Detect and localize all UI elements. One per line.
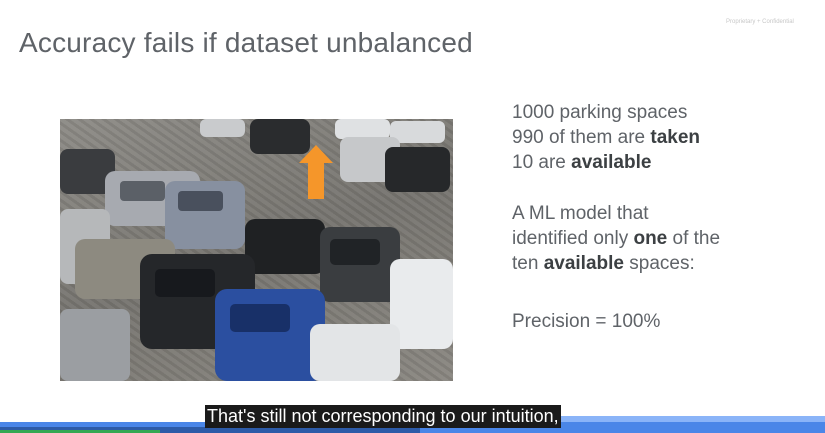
video-caption: That's still not corresponding to our in… — [205, 405, 561, 428]
available-line: 10 are available — [512, 152, 652, 173]
parking-lot-image — [60, 119, 453, 381]
model-line-3: ten available spaces: — [512, 253, 695, 274]
spaces-line: 1000 parking spaces — [512, 102, 688, 123]
precision-text: Precision = 100% — [512, 309, 660, 334]
confidential-label: Proprietary + Confidential — [726, 19, 794, 25]
precision-line: Precision = 100% — [512, 311, 661, 332]
parking-lot-illustration — [60, 119, 453, 381]
up-arrow-icon — [299, 145, 333, 199]
model-line-1: A ML model that — [512, 203, 649, 224]
parking-facts: 1000 parking spaces 990 of them are take… — [512, 100, 700, 175]
model-line-2: identified only one of the — [512, 228, 721, 249]
slide-title: Accuracy fails if dataset unbalanced — [19, 27, 473, 58]
footer-stripe-dark — [0, 427, 420, 433]
taken-line: 990 of them are taken — [512, 127, 701, 148]
model-description: A ML model that identified only one of t… — [512, 201, 720, 276]
footer-stripe-light — [400, 416, 825, 424]
footer-stripe-green — [0, 430, 160, 433]
